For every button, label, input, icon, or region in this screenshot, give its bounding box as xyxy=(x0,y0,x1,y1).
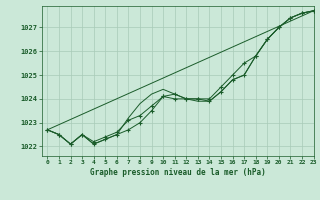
X-axis label: Graphe pression niveau de la mer (hPa): Graphe pression niveau de la mer (hPa) xyxy=(90,168,266,177)
